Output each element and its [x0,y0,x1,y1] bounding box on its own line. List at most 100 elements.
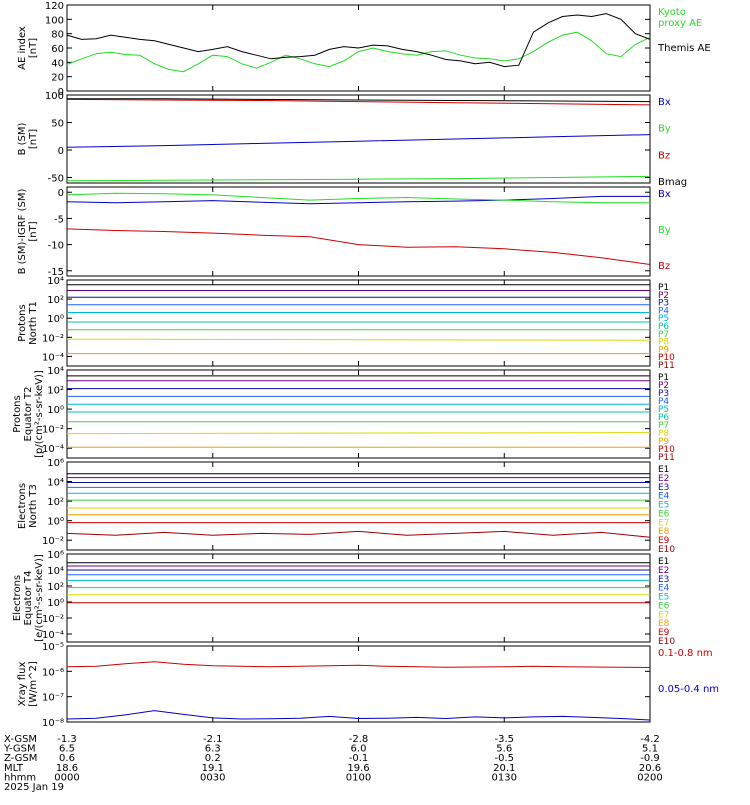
ae-ytick-label: 20 [51,73,64,84]
protons-t1-ytick-label: 10⁴ [47,276,64,287]
xray-series-0-1-0-8-nm [66,661,651,668]
protons-t1-ytick-label: 10⁻⁴ [42,352,64,363]
electrons-t4-ytick-label: 10⁶ [47,550,64,561]
footer-value: -2.8 [349,734,369,745]
footer-value: 18.6 [56,763,78,774]
ae-series-themis-ae [66,13,651,68]
electrons-t3-legend-item: E3 [658,483,669,493]
footer-value: 6.0 [351,744,367,755]
protons-t1-legend-item: P8 [658,338,669,348]
footer-value: -1.3 [57,734,77,745]
bsm-legend-item: Bz [658,150,670,161]
bigrf-ylabel: B (SM)-IGRF (SM)[nT] [17,189,39,275]
bsm-series-bmag [67,98,651,103]
electrons-t4-legend-item: E3 [658,575,669,585]
electrons-t3-legend-item: E6 [658,509,670,519]
electrons-t4-legend-item: E7 [658,610,669,620]
electrons-t3-legend-item: E9 [658,536,670,546]
protons-t1-ytick-label: 10² [47,295,64,306]
footer-row-label: Y-GSM [3,744,36,755]
protons-t2-ytick-label: 10⁻² [42,425,64,436]
protons-t1-legend-item: P4 [658,306,669,316]
protons-t2-series-p8 [66,432,651,435]
electrons-t3-ytick-label: 10⁴ [47,478,64,489]
electrons-t3-series-e10 [66,530,651,538]
electrons-t4-ylabel: ElectronsEquator T4[e/(cm²-s-sr-keV)] [12,554,45,642]
protons-t2-ytick-label: 10⁰ [47,405,64,416]
footer-value: -2.1 [203,734,223,745]
footer-value: 5.6 [496,744,512,755]
electrons-t4-ytick-label: 10⁻⁴ [42,630,64,641]
protons-t1-legend-item: P6 [658,322,669,332]
electrons-t4-legend-item: E4 [658,584,670,594]
footer-value: 0100 [346,772,371,783]
xray-ylabel: Xray flux[W/m^2] [17,661,39,707]
electrons-t4-ytick-label: 10⁰ [47,598,64,609]
electrons-t3-legend-item: E2 [658,474,669,484]
footer-value: 5.1 [642,744,658,755]
ae-ytick-label: 100 [45,15,64,26]
electrons-t4-legend-item: E10 [658,637,675,647]
ae-ytick-label: 120 [45,1,64,12]
protons-t2-legend-item: P6 [658,413,669,423]
electrons-t3-ytick-label: 10⁶ [47,458,64,469]
electrons-t4-legend-item: E9 [658,628,670,638]
ae-ylabel: AE index[nT] [17,26,39,70]
bsm-legend-item: By [658,124,671,135]
electrons-t3-legend-item: E1 [658,465,669,475]
footer-value: 0130 [492,772,517,783]
bigrf-ytick-label: -10 [48,241,64,252]
bigrf-legend-item: Bz [658,261,670,272]
electrons-t3-legend-item: E10 [658,545,675,555]
xray-legend-item: 0.05-0.4 nm [658,684,719,695]
ae-series-kyoto-proxy-ae [66,31,651,73]
xray-legend-item: 0.1-0.8 nm [658,648,713,659]
protons-t2-legend-item: P11 [658,453,675,463]
protons-t1-ylabel: ProtonsNorth T1 [17,301,39,345]
ae-ytick-label: 80 [51,30,64,41]
protons-t1-legend-item: P10 [658,353,675,363]
protons-t2-ylabel: ProtonsEquator T2[p/(cm²-s-sr-keV)] [12,370,45,458]
bsm-frame [66,94,651,184]
footer-value: 6.5 [59,744,75,755]
ae-ytick-label: 40 [51,58,64,69]
protons-t2-frame [66,369,651,459]
bsm-ytick-label: 50 [51,119,64,130]
protons-t1-legend-item: P7 [658,330,669,340]
protons-t2-legend-item: P8 [658,429,669,439]
footer-row-label: 2025 Jan 19 [4,782,64,793]
bsm-series-bz [66,98,651,106]
protons-t1-series-p8 [66,338,651,341]
xray-ytick-label: 10⁻⁸ [42,718,64,729]
bsm-legend-item: Bx [658,97,671,108]
electrons-t4-legend-item: E1 [658,557,669,567]
bsm-ytick-label: -50 [48,174,64,185]
bigrf-ytick-label: -15 [48,267,64,278]
bsm-ytick-label: 100 [45,91,64,102]
protons-t1-legend-item: P1 [658,283,669,293]
bigrf-legend-item: Bx [658,189,671,200]
electrons-t3-legend-item: E7 [658,518,669,528]
protons-t1-ytick-label: 10⁻² [42,333,64,344]
electrons-t4-legend-item: E2 [658,566,669,576]
bigrf-ytick-label: -5 [54,214,64,225]
footer-row-label: hhmm [4,772,36,783]
footer-value: 20.1 [493,763,515,774]
protons-t2-legend-item: P7 [658,421,669,431]
footer-value: -4.2 [640,734,660,745]
protons-t1-legend-item: P11 [658,361,675,371]
footer-value: -0.5 [494,753,514,764]
protons-t1-legend-item: P2 [658,291,669,301]
bsm-ytick-label: 0 [58,146,64,157]
protons-t2-legend-item: P3 [658,389,669,399]
ae-ytick-label: 0 [58,87,64,98]
footer-value: 20.6 [639,763,661,774]
footer-value: 0200 [637,772,662,783]
footer-row-label: X-GSM [4,734,37,745]
footer-value: -0.1 [349,753,369,764]
electrons-t4-ytick-label: 10² [47,582,64,593]
electrons-t3-ytick-label: 10² [47,497,64,508]
protons-t1-ytick-label: 10⁰ [47,314,64,325]
protons-t2-ytick-label: 10² [47,386,64,397]
